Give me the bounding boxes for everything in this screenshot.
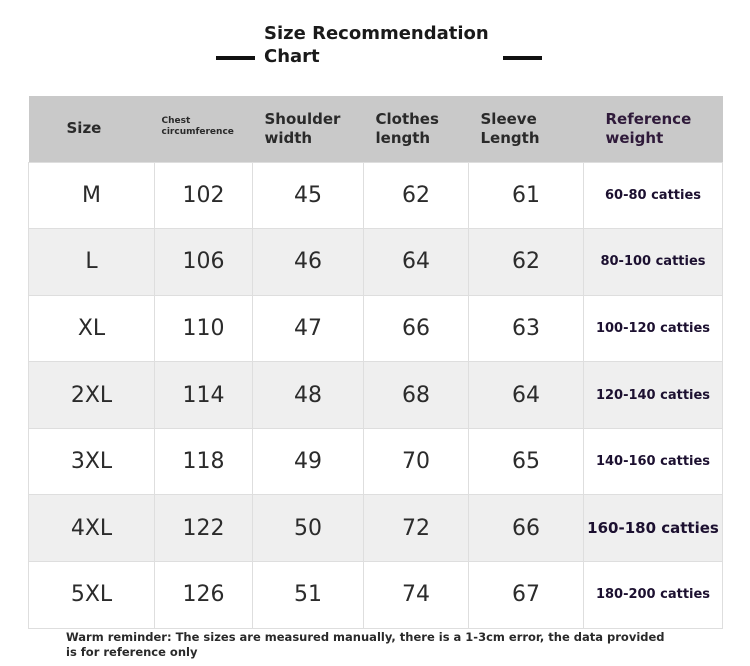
chart-title: Size Recommendation Chart — [264, 22, 499, 68]
cell-size: 4XL — [28, 494, 155, 563]
cell-chest: 114 — [154, 361, 253, 429]
cell-size: M — [28, 161, 155, 230]
cell-size: 3XL — [28, 427, 155, 496]
title-decoration-right — [503, 56, 542, 60]
cell-clothes-length: 66 — [363, 294, 469, 363]
chart-title-line-2: Chart — [264, 46, 320, 67]
cell-sleeve-length: 61 — [468, 161, 584, 230]
header-chest-circumference: Chest circumference — [161, 115, 234, 137]
header-reference-weight: Reference weight — [605, 109, 692, 147]
table-row: 5XL 126 51 74 67 180-200 catties — [28, 561, 723, 629]
header-clothes-length: Clothes length — [375, 109, 439, 147]
table-header-row: Size Chest circumference Shoulder width … — [28, 96, 723, 162]
cell-sleeve-length: 63 — [468, 294, 584, 363]
cell-chest: 106 — [154, 228, 253, 296]
table-row: 2XL 114 48 68 64 120-140 catties — [28, 361, 723, 429]
chart-title-block: Size Recommendation Chart — [0, 22, 750, 70]
cell-reference-weight: 180-200 catties — [583, 561, 723, 629]
title-decoration-left — [216, 56, 255, 60]
cell-reference-weight: 60-80 catties — [583, 161, 723, 230]
cell-size: L — [28, 228, 155, 296]
cell-shoulder: 51 — [252, 561, 364, 629]
cell-shoulder: 46 — [252, 228, 364, 296]
header-size: Size — [66, 119, 102, 138]
size-table: Size Chest circumference Shoulder width … — [28, 96, 723, 629]
cell-shoulder: 47 — [252, 294, 364, 363]
cell-chest: 126 — [154, 561, 253, 629]
table-row: 3XL 118 49 70 65 140-160 catties — [28, 427, 723, 496]
cell-sleeve-length: 62 — [468, 228, 584, 296]
cell-clothes-length: 72 — [363, 494, 469, 563]
cell-clothes-length: 74 — [363, 561, 469, 629]
cell-sleeve-length: 67 — [468, 561, 584, 629]
chart-title-line-1: Size Recommendation — [264, 23, 489, 44]
cell-sleeve-length: 64 — [468, 361, 584, 429]
cell-shoulder: 49 — [252, 427, 364, 496]
cell-chest: 102 — [154, 161, 253, 230]
cell-chest: 118 — [154, 427, 253, 496]
cell-size: 2XL — [28, 361, 155, 429]
cell-clothes-length: 62 — [363, 161, 469, 230]
cell-sleeve-length: 65 — [468, 427, 584, 496]
table-row: XL 110 47 66 63 100-120 catties — [28, 294, 723, 363]
table-row: 4XL 122 50 72 66 160-180 catties — [28, 494, 723, 563]
cell-clothes-length: 64 — [363, 228, 469, 296]
header-shoulder-width: Shoulder width — [264, 109, 341, 147]
table-row: M 102 45 62 61 60-80 catties — [28, 161, 723, 230]
cell-chest: 110 — [154, 294, 253, 363]
cell-clothes-length: 70 — [363, 427, 469, 496]
cell-reference-weight: 80-100 catties — [583, 228, 723, 296]
warm-reminder-note: Warm reminder: The sizes are measured ma… — [66, 630, 665, 659]
cell-shoulder: 50 — [252, 494, 364, 563]
cell-chest: 122 — [154, 494, 253, 563]
cell-reference-weight: 160-180 catties — [583, 494, 723, 563]
cell-size: 5XL — [28, 561, 155, 629]
cell-reference-weight: 140-160 catties — [583, 427, 723, 496]
cell-reference-weight: 100-120 catties — [583, 294, 723, 363]
cell-size: XL — [28, 294, 155, 363]
cell-reference-weight: 120-140 catties — [583, 361, 723, 429]
table-row: L 106 46 64 62 80-100 catties — [28, 228, 723, 296]
cell-sleeve-length: 66 — [468, 494, 584, 563]
header-sleeve-length: Sleeve Length — [480, 109, 540, 147]
cell-shoulder: 45 — [252, 161, 364, 230]
cell-clothes-length: 68 — [363, 361, 469, 429]
cell-shoulder: 48 — [252, 361, 364, 429]
